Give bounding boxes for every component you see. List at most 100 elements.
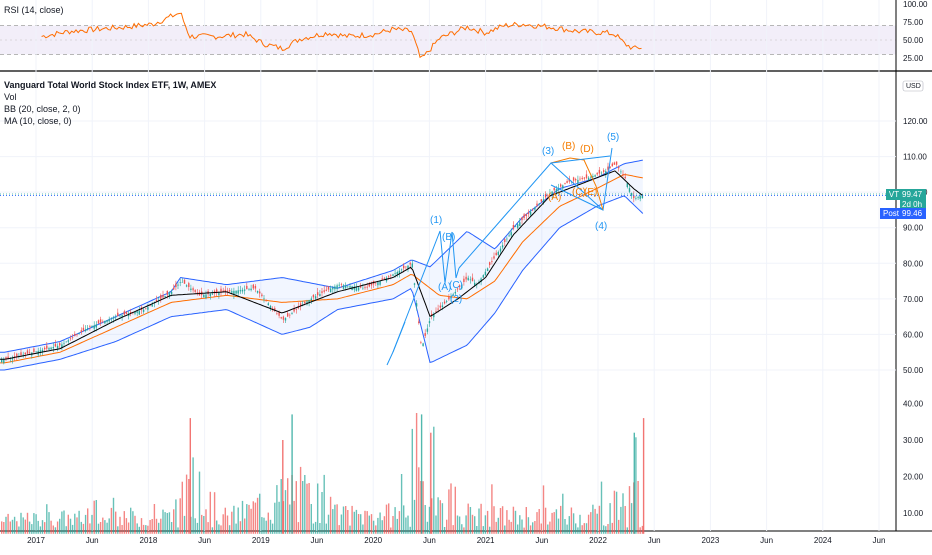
volume-bar [63,510,65,534]
candle-body [411,263,413,268]
candle-body [581,177,583,179]
candle-body [11,357,14,360]
candle-body [345,285,347,288]
volume-bar [233,505,235,534]
rsi-tick-label: 25.00 [903,54,924,63]
volume-bar [3,522,5,534]
volume-bar [353,511,355,534]
volume-bar [620,506,622,534]
volume-bar [418,467,420,534]
volume-bar [52,525,54,534]
volume-bar [78,510,80,534]
volume-bar [489,526,491,534]
time-tick-label: 2020 [364,536,382,545]
volume-bar [510,521,512,534]
candle-body [525,213,527,216]
volume-bar [618,519,620,534]
candle-body [405,266,407,268]
candle-body [336,285,338,289]
volume-bar [497,517,499,534]
volume-bar [117,526,119,534]
vol-legend[interactable]: Vol [4,92,17,102]
candle-body [177,284,179,286]
candle-body [551,191,553,195]
volume-bar [572,513,575,534]
candle-body [155,299,158,302]
candle-body [504,239,506,242]
candle-body [370,282,373,286]
candle-body [295,309,297,310]
impulse-path [458,147,613,269]
volume-bar [26,512,29,534]
candle-body [443,301,446,304]
candle-body [218,292,220,295]
candle-body [403,265,405,269]
candle-body [603,170,605,172]
candle-body [347,285,349,287]
post-label-tag: Post [880,208,902,219]
candle-body [1,359,3,362]
volume-bar [162,509,164,534]
volume-bar [115,511,117,534]
volume-bar [542,485,545,534]
volume-bar [357,514,360,534]
volume-bar [529,525,532,534]
bb-fill [0,160,643,370]
volume-bar [16,521,18,534]
candle-body [63,343,65,344]
ma-legend[interactable]: MA (10, close, 0) [4,116,72,126]
triangle-upper-line [550,155,611,164]
volume-bar [293,500,295,534]
candle-body [69,338,72,340]
volume-bar [452,525,454,534]
main-legend-title[interactable]: Vanguard Total World Stock Index ETF, 1W… [4,80,217,90]
candle-body [138,310,140,315]
wave-label-orange-b: (B) [562,141,575,152]
candle-body [615,161,618,165]
candle-body [261,294,263,296]
volume-bar [411,428,413,534]
volume-bar [5,516,7,534]
volume-bar [639,527,641,534]
candle-body [461,284,463,289]
candle-body [89,325,91,327]
volume-bar [246,504,248,534]
bb-legend[interactable]: BB (20, close, 2, 0) [4,104,81,114]
candle-body [250,288,252,291]
volume-bar [385,504,388,534]
candle-body [637,197,639,198]
wave-layer: (1)(B)(A)(C)(2)(3)(4)(5)(B) (D)(A) (C)(E) [386,132,619,366]
volume-bar [319,523,321,534]
volume-bar [409,526,411,534]
volume-bar [329,496,332,534]
volume-bar [368,515,370,534]
candle-body [102,321,104,323]
candle-body [5,357,7,360]
volume-tick-label: 20.00 [903,473,924,482]
volume-bar [312,523,315,534]
candle-body [529,211,532,215]
volume-bar [521,519,523,534]
volume-bar [74,513,76,534]
candle-body [325,289,327,291]
rsi-legend[interactable]: RSI (14, close) [4,5,64,15]
volume-bar [209,491,211,534]
candle-body [635,198,637,199]
volume-bar [499,508,502,534]
volume-bar [110,507,113,534]
candle-body [231,291,233,293]
candle-body [332,287,334,290]
candle-body [267,303,269,306]
candle-body [415,303,418,307]
candle-body [392,274,394,276]
candle-body [523,214,525,218]
volume-bar [342,506,345,534]
volume-bar [241,500,244,534]
candle-body [381,278,383,280]
volume-bar [314,521,317,534]
volume-bar [196,522,199,534]
volume-bar [424,505,426,534]
candle-body [26,350,29,354]
candle-body [3,359,5,363]
time-tick-label: 2017 [27,536,45,545]
